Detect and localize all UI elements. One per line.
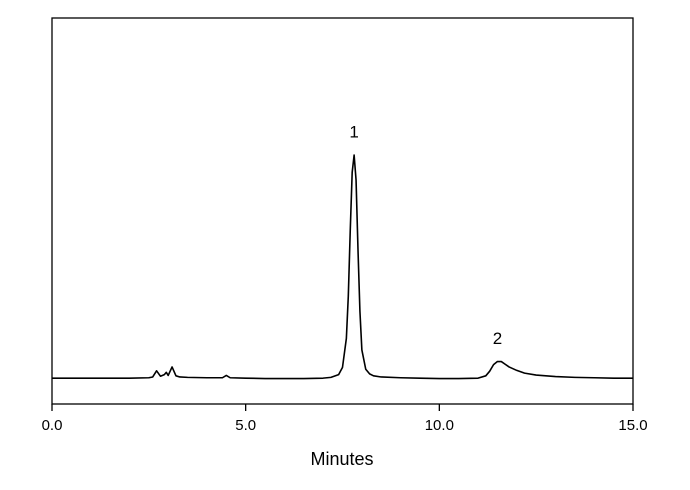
x-tick-label: 0.0 (42, 417, 63, 434)
plot-frame (51, 17, 634, 405)
x-tick-label: 10.0 (425, 417, 454, 434)
peak-label: 2 (493, 329, 502, 348)
x-tick-label: 5.0 (235, 417, 256, 434)
series-line (52, 154, 633, 380)
x-axis-label: Minutes (310, 449, 373, 469)
peak-label: 1 (349, 123, 358, 142)
x-tick-label: 15.0 (618, 417, 647, 434)
